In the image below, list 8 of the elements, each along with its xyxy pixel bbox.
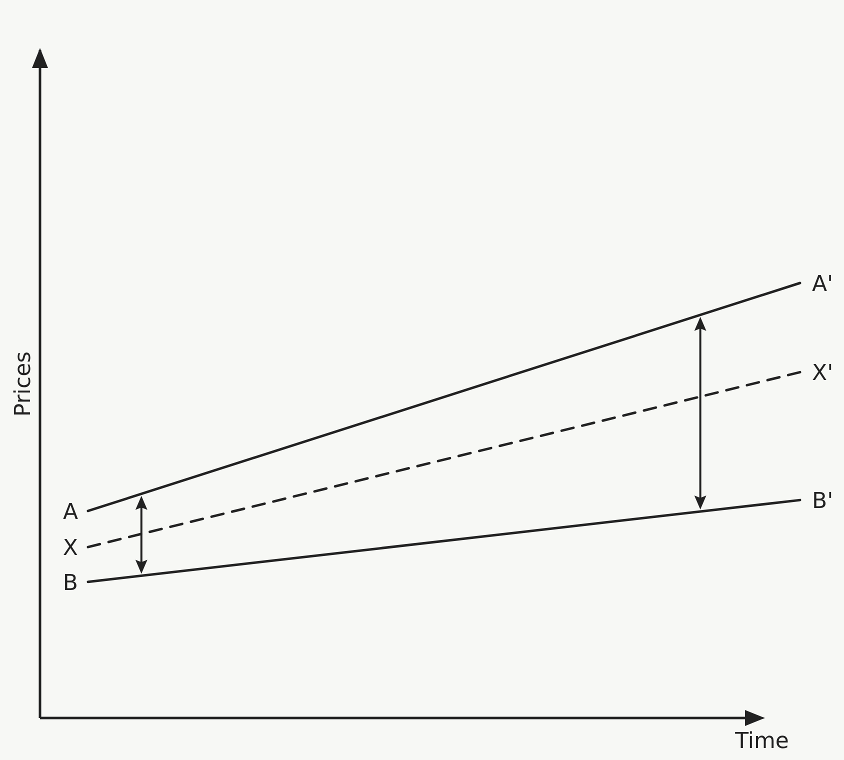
annotation: X' xyxy=(812,361,834,386)
series-label: X xyxy=(62,536,78,562)
annotation: A' xyxy=(812,272,834,297)
series-label: A xyxy=(62,500,78,525)
x-axis-title: Time xyxy=(734,729,789,754)
y-axis-title: Prices xyxy=(11,351,36,417)
series-label: B xyxy=(62,570,78,596)
annotation: B' xyxy=(812,489,834,514)
